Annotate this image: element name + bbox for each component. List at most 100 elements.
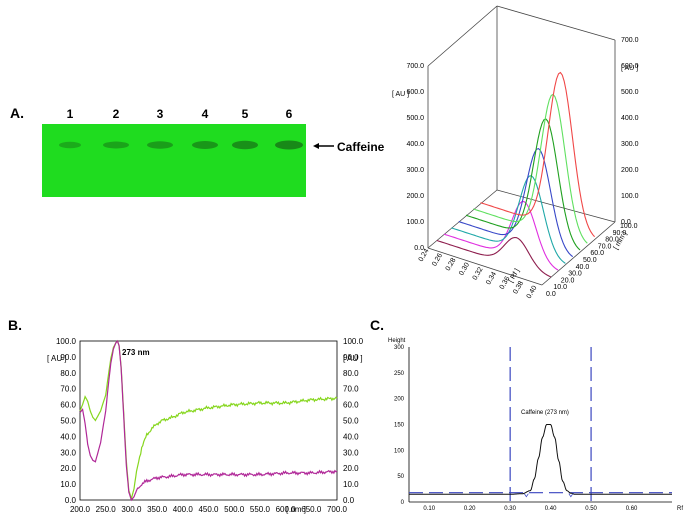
spectrum-peak-annotation: 273 nm [122,348,150,357]
spectrum-y-right-ticks: 0.0 10.0 20.0 30.0 40.0 50.0 60.0 70.0 80.0 90.0 1… [343,337,364,505]
densitogram-x-label: Rf [677,506,683,512]
rf-tick: 0.32 [472,266,485,281]
spectrum-x-tick: 500.0 [224,505,245,514]
mm-tick: 80.0 [605,237,619,244]
z-tick-right: 600.0 [621,63,639,70]
spectrum-x-tick: 650.0 [301,505,322,514]
spectrum-y-tick-left: 30.0 [60,448,76,457]
spectrum-x-ticks: 200.0 250.0 300.0 350.0 400.0 450.0 500.0 550.0… [70,505,348,514]
spectrum-x-tick: 400.0 [173,505,194,514]
mm-axis-ticks: 0.010.020.030.040.050.060.070.080.090.01… [546,223,638,298]
caffeine-band [275,140,303,150]
mm-tick: 90.0 [613,230,627,237]
densitogram-peak-line [409,424,672,495]
caffeine-band [192,141,218,149]
spectrum-y-tick-left: 0.0 [65,496,77,505]
peak-boundary-marker [568,493,574,498]
densitogram-x-tick: 0.10 [423,506,435,512]
panel-c: C. Height 0 50 100 150 200 250 300 0.10 0.20 0.3… [370,317,683,512]
spectrum-y-unit-left: [ AU ] [47,354,67,363]
z-tick-right: 200.0 [621,167,639,174]
rf-tick: 0.34 [485,271,498,286]
lane-label: 3 [157,107,164,121]
z-tick-left: 400.0 [406,141,424,148]
z-tick-left: 700.0 [406,63,424,70]
densitogram-x-tick: 0.40 [545,506,557,512]
lane-labels: 1 2 3 4 5 6 [67,107,293,121]
spectrum-x-tick: 700.0 [327,505,348,514]
z-tick-right: 700.0 [621,37,639,44]
lane-label: 5 [242,107,249,121]
track-line [443,200,559,271]
caffeine-arrow-head [313,143,319,149]
z-axis-left-ticks: 0.0 100.0 200.0 300.0 400.0 500.0 600.0 700.0 [406,63,424,252]
spectrum-y-tick-right: 40.0 [343,432,359,441]
spectrum-y-tick-left: 20.0 [60,464,76,473]
panel-a-label: A. [10,105,24,121]
spectrum-x-tick: 350.0 [147,505,168,514]
spectrum-y-tick-right: 30.0 [343,448,359,457]
densitogram-y-tick: 150 [394,423,405,429]
spectrum-y-tick-left: 50.0 [60,417,76,426]
panel-b: B. 0.0 10.0 20.0 30.0 40.0 50.0 60.0 70.0 80.0 90… [8,317,364,514]
lane-label: 1 [67,107,74,121]
z-tick-right: 0.0 [621,219,631,226]
mm-tick: 20.0 [561,277,575,284]
caffeine-band [232,140,258,150]
spectrum-y-tick-right: 80.0 [343,369,359,378]
spectrum-y-left-ticks: 0.0 10.0 20.0 30.0 40.0 50.0 60.0 70.0 80.0 90.0 1… [56,337,77,505]
mm-tick: 60.0 [590,250,604,257]
spectrum-x-tick: 450.0 [198,505,219,514]
spectrum-line [79,339,338,502]
track-line [473,93,588,244]
spectrum-y-tick-left: 60.0 [60,401,76,410]
mm-tick: 50.0 [583,257,597,264]
spectrum-y-tick-left: 40.0 [60,432,76,441]
spectrum-y-tick-right: 10.0 [343,480,359,489]
track-line [458,147,574,258]
densitogram-x-tick: 0.50 [585,506,597,512]
densitogram-y-label: Height [388,338,406,344]
densitogram-peak-annotation: Caffeine (273 nm) [521,410,569,416]
z-tick-right: 400.0 [621,115,639,122]
3d-frame [427,5,616,286]
mm-tick: 40.0 [576,264,590,271]
spectrum-x-tick: 600.0 [276,505,297,514]
z-tick-left: 100.0 [406,219,424,226]
densitogram-y-tick: 100 [394,448,405,454]
panel-3d-densitogram: 0.0 100.0 200.0 300.0 400.0 500.0 600.0 700.0 0… [392,5,639,300]
mm-tick: 0.0 [546,291,556,298]
z-axis-right-ticks: 0.0 100.0 200.0 300.0 400.0 500.0 600.0 700.0 [621,37,639,226]
caffeine-label: Caffeine [337,140,385,154]
lane-label: 2 [113,107,120,121]
track-line [480,71,596,238]
spectrum-series [79,339,338,502]
z-unit-right: [ AU ] [621,65,638,72]
rf-tick: 0.28 [445,257,458,272]
spectrum-x-tick: 200.0 [70,505,91,514]
densitogram-y-tick: 250 [394,371,405,377]
z-tick-right: 500.0 [621,89,639,96]
z-tick-right: 300.0 [621,141,639,148]
densitogram-x-tick: 0.30 [504,506,516,512]
spectrum-y-tick-left: 10.0 [60,480,76,489]
spectrum-y-tick-left: 90.0 [60,353,76,362]
z-tick-left: 300.0 [406,167,424,174]
spectrum-y-tick-left: 70.0 [60,385,76,394]
track-line [465,118,581,251]
panel-b-label: B. [8,317,22,333]
panel-c-label: C. [370,317,384,333]
z-tick-left: 500.0 [406,115,424,122]
densitogram-y-ticks: 0 50 100 150 200 250 300 [394,345,405,506]
densitogram-y-tick: 0 [401,500,405,506]
densitogram-y-tick: 300 [394,345,405,351]
rf-tick: 0.40 [526,285,539,300]
spectrum-y-tick-left: 80.0 [60,369,76,378]
densitogram-y-tick: 200 [394,397,405,403]
z-tick-left: 200.0 [406,193,424,200]
spectrum-y-tick-right: 100.0 [343,337,364,346]
rf-tick: 0.26 [431,252,444,267]
z-unit-left: [ AU ] [392,91,409,98]
track-line [436,236,552,278]
spectrum-x-tick: 250.0 [96,505,117,514]
